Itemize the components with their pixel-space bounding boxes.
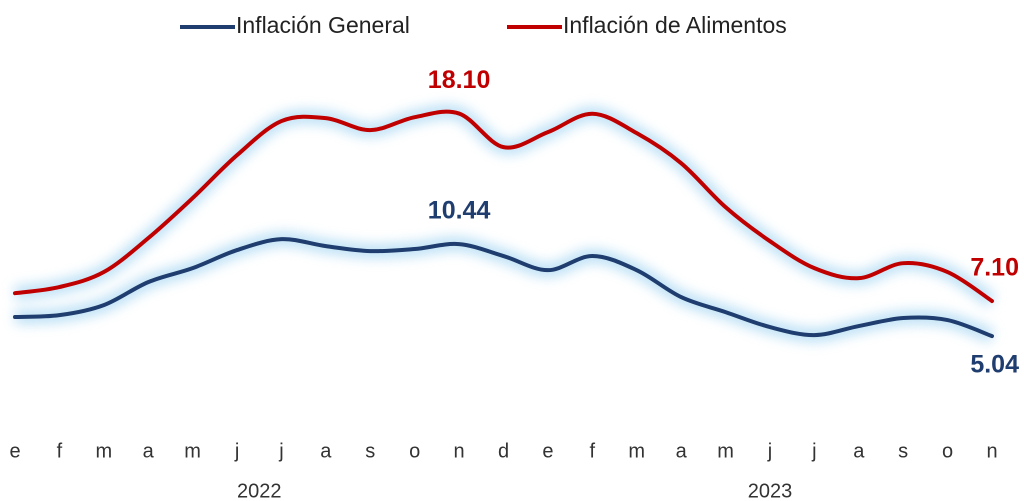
x-tick-label: j <box>278 440 283 462</box>
legend-label: Inflación General <box>236 12 410 38</box>
data-label: 18.10 <box>428 66 491 94</box>
x-tick-label: a <box>320 440 332 462</box>
x-tick-label: d <box>498 440 509 462</box>
x-tick-label: m <box>717 440 734 462</box>
x-tick-label: o <box>942 440 953 462</box>
x-tick-label: e <box>9 440 20 462</box>
x-tick-label: m <box>95 440 112 462</box>
line <box>13 237 994 339</box>
x-tick-label: n <box>454 440 465 462</box>
year-label: 2022 <box>237 480 282 501</box>
x-tick-label: j <box>767 440 772 462</box>
legend-label: Inflación de Alimentos <box>563 12 787 38</box>
x-tick-label: a <box>676 440 688 462</box>
data-label: 5.04 <box>970 351 1019 379</box>
x-tick-label: a <box>143 440 155 462</box>
x-tick-label: a <box>853 440 865 462</box>
line-glow <box>14 232 995 343</box>
x-tick-label: m <box>628 440 645 462</box>
data-label: 10.44 <box>428 197 491 225</box>
x-tick-label: f <box>57 440 63 462</box>
year-label: 2023 <box>748 480 793 501</box>
line <box>13 109 994 304</box>
x-tick-label: m <box>184 440 201 462</box>
x-tick-label: j <box>811 440 816 462</box>
data-label: 7.10 <box>970 254 1019 282</box>
x-tick-label: o <box>409 440 420 462</box>
x-tick-label: e <box>542 440 553 462</box>
x-tick-label: j <box>234 440 239 462</box>
x-tick-label: f <box>590 440 596 462</box>
x-tick-label: s <box>898 440 908 462</box>
x-tick-label: s <box>365 440 375 462</box>
x-tick-label: n <box>986 440 997 462</box>
